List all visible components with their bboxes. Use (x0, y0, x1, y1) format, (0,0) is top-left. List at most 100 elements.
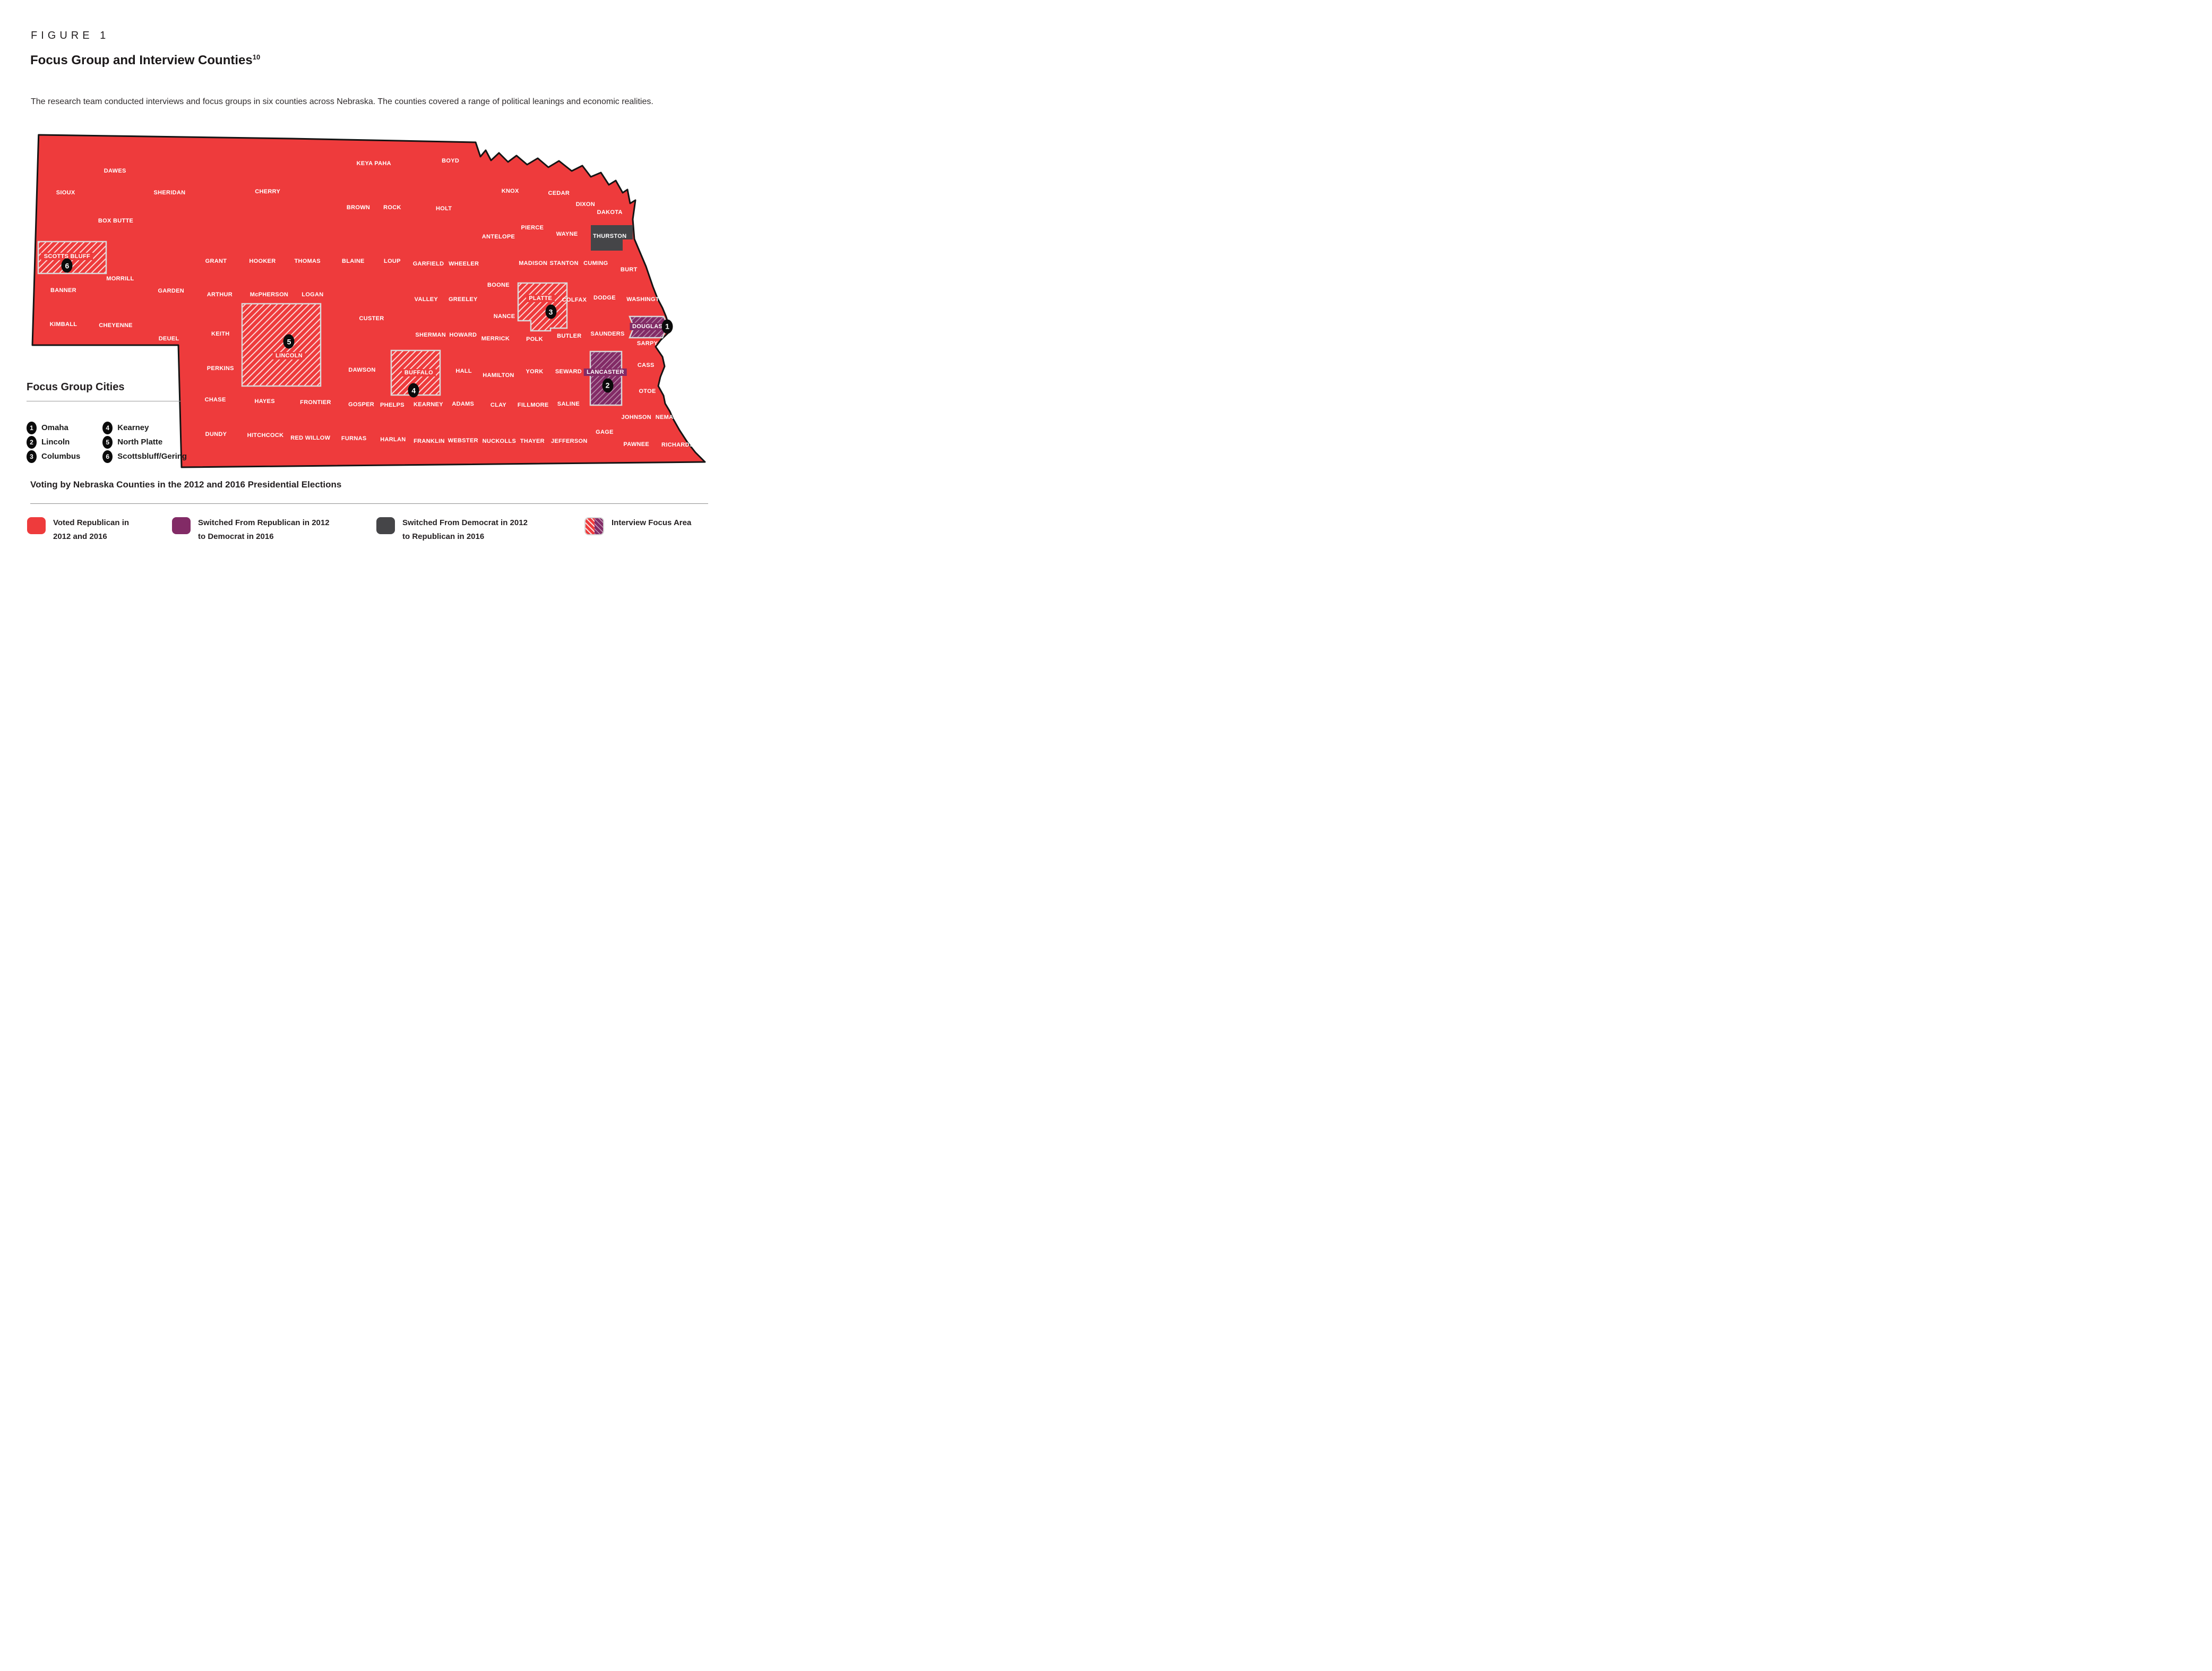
county-label-keith: KEITH (211, 331, 230, 338)
county-label-cherry: CHERRY (255, 188, 281, 195)
legend-swatch-switched_to_rep (376, 517, 395, 534)
county-label-howard: HOWARD (449, 332, 477, 339)
county-shape-thurston (591, 225, 633, 251)
focus-group-cities-heading: Focus Group Cities (27, 381, 125, 393)
focus-city-item-kearney: 4 Kearney (102, 421, 191, 435)
focus-badge-3: 3 (545, 304, 557, 319)
focus-badge-6: 6 (61, 258, 73, 273)
county-label-box-butte: BOX BUTTE (98, 218, 134, 225)
county-label-kearney: KEARNEY (414, 401, 443, 408)
county-label-cedar: CEDAR (548, 190, 570, 196)
figure-title: Focus Group and Interview Counties10 (30, 53, 260, 68)
county-label-red-willow: RED WILLOW (290, 434, 331, 441)
county-label-gage: GAGE (596, 429, 614, 436)
legend-label-line: Switched From Democrat in 2012 (402, 518, 528, 527)
county-label-greeley: GREELEY (448, 296, 478, 303)
focus-city-badge-3: 3 (27, 450, 37, 463)
county-label-franklin: FRANKLIN (414, 438, 445, 444)
county-label-frontier: FRONTIER (300, 399, 331, 406)
county-label-platte: PLATTE (526, 295, 555, 303)
county-label-mcpherson: McPHERSON (249, 291, 289, 298)
county-label-valley: VALLEY (414, 296, 438, 303)
focus-group-cities-legend: Focus Group Cities 1 Omaha 2 Lincoln 3 Columb… (27, 381, 191, 464)
legend-item-interview_focus: Interview Focus Area (584, 516, 691, 535)
county-label-webster: WEBSTER (447, 437, 478, 444)
county-label-gosper: GOSPER (348, 401, 375, 408)
county-label-colfax: COLFAX (562, 297, 587, 304)
figure-page: FIGURE 1 Focus Group and Interview Count… (0, 0, 737, 557)
focus-city-item-omaha: 1 Omaha (27, 421, 84, 435)
focus-badge-4: 4 (408, 383, 419, 398)
county-label-nemaha: NEMAHA (655, 414, 682, 421)
focus-city-label: Kearney (117, 423, 149, 432)
focus-badge-1: 1 (661, 319, 673, 334)
county-label-nuckolls: NUCKOLLS (482, 438, 517, 444)
legend-swatch-interview_focus (584, 517, 604, 535)
county-label-buffalo: BUFFALO (401, 369, 436, 376)
county-label-dixon: DIXON (575, 201, 596, 208)
county-label-douglas: DOUGLAS (629, 322, 666, 330)
county-label-stanton: STANTON (549, 260, 579, 267)
county-label-madison: MADISON (519, 260, 548, 267)
county-label-arthur: ARTHUR (206, 291, 233, 298)
focus-badge-5: 5 (283, 334, 295, 349)
county-label-pawnee: PAWNEE (623, 441, 650, 448)
county-label-garden: GARDEN (158, 287, 184, 294)
county-label-saunders: SAUNDERS (590, 331, 625, 338)
county-label-johnson: JOHNSON (621, 414, 651, 421)
legend-label-line: 2012 and 2016 (53, 532, 107, 541)
hatch-purple-half (594, 518, 603, 534)
county-label-knox: KNOX (501, 187, 519, 194)
legend-label: Interview Focus Area (612, 516, 691, 535)
county-label-blaine: BLAINE (341, 258, 365, 264)
county-label-keya-paha: KEYA PAHA (356, 160, 391, 167)
focus-city-label: Scottsbluff/Gering (117, 452, 187, 461)
county-label-wheeler: WHEELER (449, 261, 479, 268)
county-label-sheridan: SHERIDAN (153, 189, 186, 196)
figure-title-text: Focus Group and Interview Counties (30, 53, 253, 67)
county-label-brown: BROWN (346, 204, 371, 211)
state-outline (31, 134, 706, 468)
county-label-grant: GRANT (205, 258, 227, 264)
county-label-lincoln: LINCOLN (272, 352, 305, 360)
legend-swatch-republican (27, 517, 46, 534)
county-label-loup: LOUP (384, 258, 401, 264)
focus-city-label: North Platte (117, 438, 163, 447)
county-label-butler: BUTLER (557, 332, 582, 339)
county-label-chase: CHASE (204, 397, 226, 404)
county-label-perkins: PERKINS (206, 365, 234, 372)
focus-badge-2: 2 (602, 378, 614, 393)
legend-label: Switched From Republican in 2012 to Democ… (198, 516, 330, 544)
county-label-saline: SALINE (557, 400, 580, 407)
county-label-banner: BANNER (50, 287, 76, 294)
county-label-hamilton: HAMILTON (483, 372, 514, 379)
focus-city-label: Omaha (41, 423, 68, 432)
county-label-cuming: CUMING (583, 260, 608, 267)
county-label-jefferson: JEFFERSON (550, 438, 588, 444)
focus-city-badge-6: 6 (102, 450, 113, 463)
county-label-hayes: HAYES (254, 398, 275, 405)
county-label-sherman: SHERMAN (415, 332, 446, 339)
county-label-nance: NANCE (493, 313, 515, 320)
county-label-hitchcock: HITCHCOCK (247, 432, 284, 439)
county-label-lancaster: LANCASTER (584, 368, 627, 376)
county-label-otoe: OTOE (639, 388, 656, 395)
county-label-cheyenne: CHEYENNE (99, 322, 133, 329)
focus-city-badge-4: 4 (102, 421, 113, 434)
county-label-dodge: DODGE (593, 295, 616, 302)
county-label-garfield: GARFIELD (412, 261, 444, 268)
county-shape-lincoln (241, 303, 322, 387)
county-label-thurston: THURSTON (593, 233, 627, 239)
county-label-dawson: DAWSON (348, 366, 376, 373)
county-label-phelps: PHELPS (380, 401, 404, 408)
county-label-boone: BOONE (487, 282, 510, 289)
county-label-harlan: HARLAN (380, 436, 406, 443)
county-label-antelope: ANTELOPE (481, 233, 515, 240)
voting-legend-divider (30, 503, 708, 504)
legend-item-switched_to_rep: Switched From Democrat in 2012 to Republi… (376, 516, 528, 544)
county-label-merrick: MERRICK (481, 335, 510, 342)
county-label-washington: WASHINGTON (626, 296, 668, 303)
legend-swatch-switched_to_dem (172, 517, 191, 534)
focus-city-label: Lincoln (41, 438, 70, 447)
county-label-adams: ADAMS (452, 400, 475, 407)
